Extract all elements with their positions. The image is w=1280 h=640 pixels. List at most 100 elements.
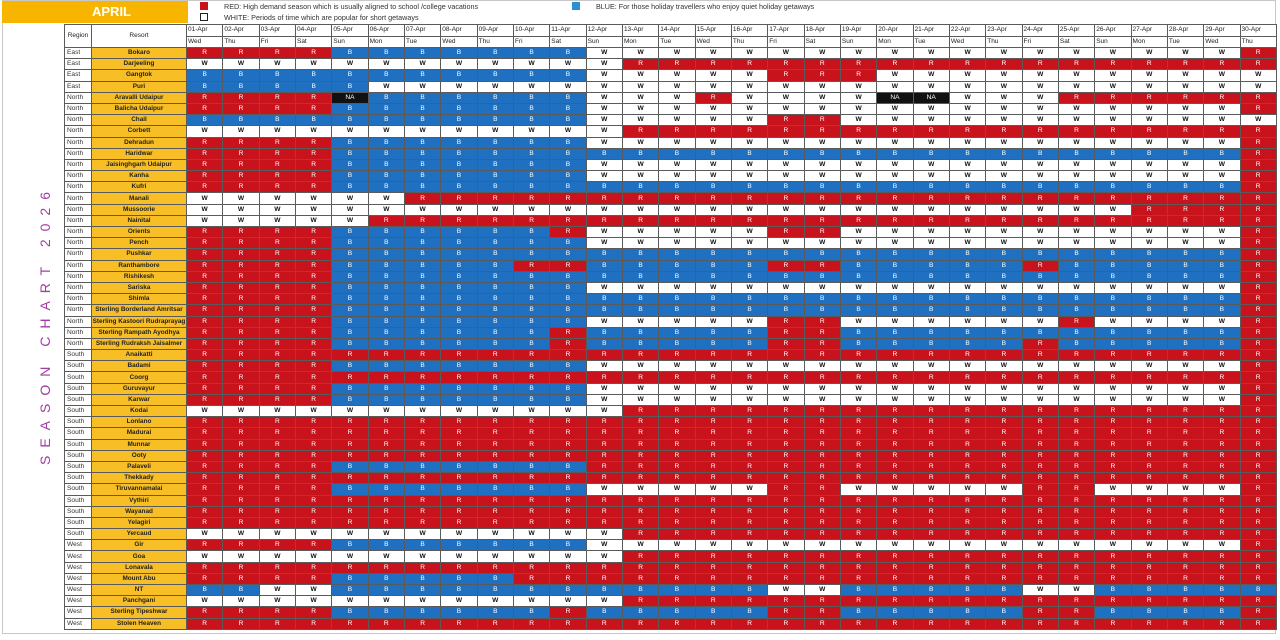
season-cell: W bbox=[1057, 102, 1096, 116]
season-cell: W bbox=[1094, 80, 1132, 93]
season-cell: B bbox=[512, 606, 551, 619]
legend-blue-swatch bbox=[572, 2, 580, 10]
season-cell: B bbox=[694, 147, 732, 160]
season-cell: R bbox=[876, 192, 914, 205]
season-cell: R bbox=[512, 349, 551, 362]
table-row: South Guruvayur R R R R B B B B B B B W W W W W W W W W W W W W W W… bbox=[64, 382, 1277, 395]
season-cell: R bbox=[294, 181, 333, 194]
table-row: South Badami R R R R B B B B B B B W W W W W W W W W W W W W W W W W W… bbox=[64, 360, 1277, 373]
season-cell: R bbox=[185, 237, 224, 250]
season-cell: R bbox=[294, 136, 333, 149]
season-cell: B bbox=[876, 326, 914, 339]
season-cell: B bbox=[1021, 248, 1059, 261]
season-cell: B bbox=[512, 114, 551, 127]
season-cell: B bbox=[476, 315, 514, 328]
season-cell: B bbox=[912, 293, 950, 306]
season-cell: R bbox=[1239, 404, 1277, 418]
season-cell: B bbox=[331, 606, 369, 619]
season-cell: R bbox=[367, 214, 405, 228]
season-cell: B bbox=[367, 136, 405, 149]
season-cell: R bbox=[403, 371, 442, 384]
season-cell: R bbox=[1130, 617, 1168, 630]
season-cell: R bbox=[258, 460, 296, 474]
season-cell: R bbox=[985, 617, 1023, 630]
season-cell: R bbox=[1057, 617, 1096, 630]
season-cell: R bbox=[585, 505, 623, 518]
season-cell: R bbox=[876, 416, 914, 429]
season-cell: B bbox=[948, 147, 987, 160]
season-cell: B bbox=[512, 170, 551, 183]
table-row: West Lonavala R R R R R R R R R R R R R R R R R R R R R R R R R R R R… bbox=[64, 561, 1277, 574]
season-cell: R bbox=[1094, 617, 1132, 630]
region-cell: North bbox=[64, 91, 92, 104]
season-cell: R bbox=[985, 528, 1023, 541]
side-title: SEASON CHART 2026 bbox=[37, 184, 53, 465]
season-cell: R bbox=[440, 516, 478, 530]
season-cell: W bbox=[658, 91, 696, 104]
season-cell: B bbox=[367, 46, 405, 60]
season-cell: W bbox=[985, 158, 1023, 172]
season-cell: W bbox=[694, 80, 732, 93]
season-cell: B bbox=[440, 483, 478, 496]
season-cell: B bbox=[367, 69, 405, 82]
season-cell: R bbox=[512, 371, 551, 384]
season-cell: R bbox=[839, 192, 878, 205]
region-cell: North bbox=[64, 203, 92, 216]
season-cell: R bbox=[621, 438, 660, 451]
weekday-header: Wed bbox=[1203, 35, 1241, 48]
season-cell: R bbox=[767, 315, 805, 328]
table-row: North Pench R R R R B B B B B B B W W W W W W W W W W W W W W W W W W R bbox=[64, 237, 1277, 250]
season-cell: W bbox=[730, 80, 769, 93]
season-cell: W bbox=[803, 237, 841, 250]
season-cell: B bbox=[1203, 248, 1241, 261]
season-cell: W bbox=[985, 69, 1023, 82]
season-cell: B bbox=[1057, 293, 1096, 306]
season-cell: R bbox=[803, 617, 841, 630]
season-cell: R bbox=[1239, 505, 1277, 518]
season-cell: W bbox=[803, 158, 841, 172]
season-cell: W bbox=[1130, 393, 1168, 407]
season-cell: B bbox=[839, 293, 878, 306]
season-cell: R bbox=[694, 516, 732, 530]
season-cell: W bbox=[403, 203, 442, 216]
season-cell: R bbox=[476, 516, 514, 530]
season-cell: R bbox=[876, 214, 914, 228]
season-cell: R bbox=[1130, 349, 1168, 362]
season-cell: W bbox=[476, 404, 514, 418]
season-cell: W bbox=[694, 203, 732, 216]
season-cell: B bbox=[621, 583, 660, 597]
season-cell: W bbox=[1057, 360, 1096, 373]
region-cell: North bbox=[64, 147, 92, 160]
season-cell: R bbox=[621, 528, 660, 541]
season-cell: W bbox=[585, 125, 623, 138]
season-cell: B bbox=[476, 583, 514, 597]
season-cell: W bbox=[730, 382, 769, 395]
season-cell: R bbox=[1203, 561, 1241, 574]
season-cell: W bbox=[730, 203, 769, 216]
season-cell: W bbox=[985, 80, 1023, 93]
resort-cell: Kanha bbox=[91, 170, 187, 183]
season-cell: B bbox=[621, 270, 660, 283]
season-cell: R bbox=[585, 416, 623, 429]
season-cell: R bbox=[621, 58, 660, 71]
season-cell: B bbox=[476, 293, 514, 306]
season-cell: R bbox=[803, 416, 841, 429]
season-cell: B bbox=[985, 326, 1023, 339]
season-cell: R bbox=[876, 460, 914, 474]
season-cell: W bbox=[1130, 483, 1168, 496]
season-cell: R bbox=[767, 58, 805, 71]
resort-cell: Sterling Rudraksh Jaisalmer bbox=[91, 337, 187, 351]
season-cell: R bbox=[985, 516, 1023, 530]
season-cell: R bbox=[258, 617, 296, 630]
season-cell: R bbox=[839, 449, 878, 462]
season-cell: W bbox=[839, 360, 878, 373]
season-cell: R bbox=[948, 550, 987, 563]
season-cell: R bbox=[1021, 472, 1059, 485]
season-cell: W bbox=[585, 69, 623, 82]
season-cell: B bbox=[367, 483, 405, 496]
season-cell: W bbox=[440, 58, 478, 71]
season-cell: R bbox=[258, 337, 296, 351]
season-cell: R bbox=[549, 606, 587, 619]
season-cell: W bbox=[876, 393, 914, 407]
season-cell: W bbox=[876, 46, 914, 60]
